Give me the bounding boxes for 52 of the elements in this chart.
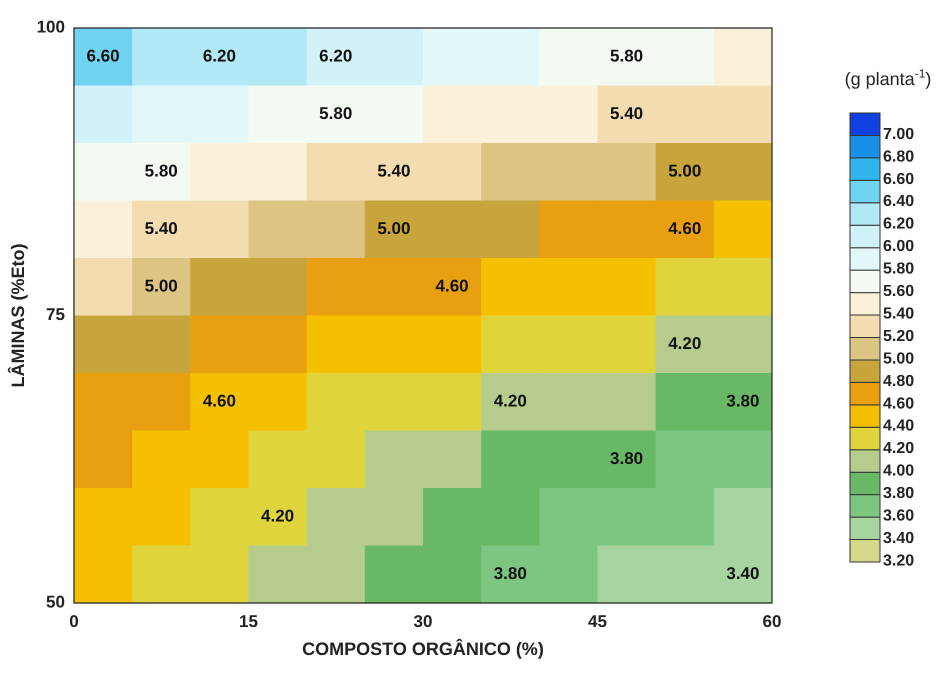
color-bar-label: 6.60: [883, 170, 914, 188]
color-bar-label: 4.80: [883, 372, 914, 390]
annotation: 3.80: [726, 391, 760, 410]
annotation: 6.60: [86, 46, 120, 66]
annotation: 3.80: [494, 564, 527, 583]
y-tick-label: 75: [46, 305, 65, 324]
color-bar-label: 5.20: [883, 328, 914, 345]
annotation: 5.00: [377, 218, 410, 238]
color-bar-label: 3.40: [883, 530, 914, 547]
x-tick-label: 30: [414, 612, 432, 631]
annotation: 6.20: [319, 46, 352, 66]
color-bar-label: 5.60: [883, 283, 914, 300]
color-bar-label: 6.80: [883, 148, 914, 166]
annotation: 4.20: [668, 334, 702, 353]
y-tick-label: 100: [36, 18, 65, 37]
color-bar-label: 6.00: [883, 238, 914, 256]
annotation: 5.40: [144, 218, 178, 238]
color-bar-label: 3.60: [883, 508, 914, 525]
y-axis-title: LÂMINAS (%Eto): [6, 244, 28, 388]
color-bar-label: 5.00: [883, 350, 914, 368]
annotation: 5.00: [668, 161, 702, 180]
annotation: 4.60: [668, 218, 702, 238]
annotation: 5.80: [319, 104, 352, 123]
color-bar-label: 5.40: [883, 305, 914, 322]
color-bar-label: 7.00: [883, 126, 914, 143]
annotation: 3.80: [610, 448, 644, 468]
annotation: 4.60: [436, 276, 469, 296]
color-bar-label: 3.20: [883, 552, 914, 570]
annotation: 5.80: [610, 46, 644, 66]
y-tick-label: 50: [46, 592, 65, 612]
color-bar-label: 3.80: [883, 485, 914, 502]
color-bar-label: 4.60: [883, 395, 914, 412]
color-bar-label: 6.40: [883, 193, 914, 210]
color-bar-label: 4.40: [883, 418, 914, 435]
annotation: 3.40: [726, 564, 760, 583]
color-bar-label: 4.20: [883, 440, 914, 458]
color-bar-label: 6.20: [883, 216, 914, 233]
annotation: 5.40: [610, 104, 644, 123]
color-bar-label: 5.80: [883, 260, 914, 278]
annotation: 5.80: [144, 161, 178, 180]
annotation: 6.20: [202, 46, 236, 66]
x-tick-label: 45: [588, 612, 607, 631]
x-tick-label: 0: [69, 612, 79, 631]
annotation: 4.60: [202, 391, 236, 410]
x-tick-label: 15: [239, 612, 258, 631]
x-axis-title: COMPOSTO ORGÂNICO (%): [302, 638, 544, 660]
annotation: 5.40: [377, 161, 410, 180]
annotation: 4.20: [261, 506, 294, 526]
color-bar-label: 4.00: [883, 462, 914, 480]
annotation: 4.20: [494, 391, 527, 410]
annotation: 5.00: [144, 276, 178, 296]
x-tick-label: 60: [762, 612, 782, 631]
